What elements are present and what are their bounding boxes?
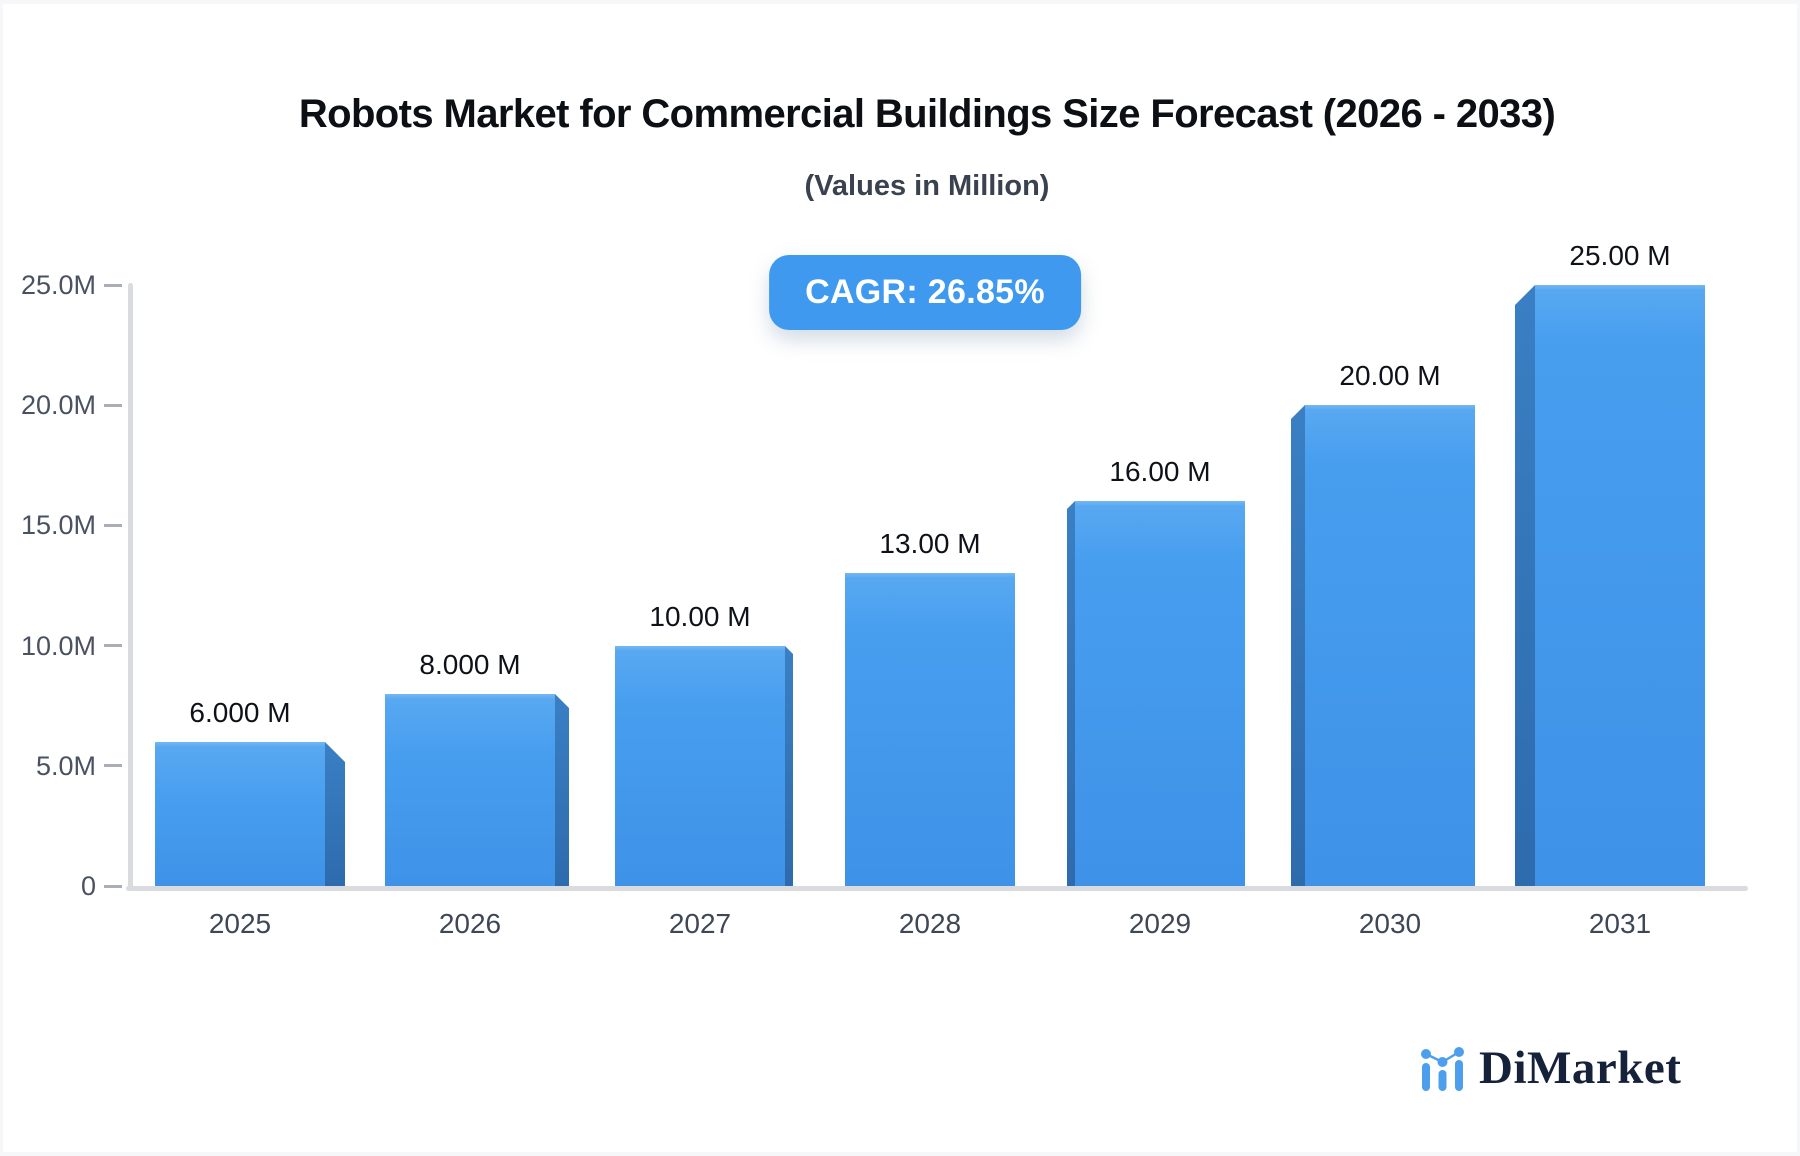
- bar-side-face: [785, 646, 793, 886]
- bar-front-face: [1075, 501, 1245, 886]
- x-axis-line: [126, 886, 1748, 891]
- y-tick-label: 0: [80, 871, 96, 901]
- y-tick-label: 5.0M: [35, 750, 96, 781]
- x-axis-label: 2027: [668, 908, 732, 939]
- bar-side-face: [1515, 285, 1535, 886]
- x-axis-label: 2028: [898, 908, 962, 939]
- chart-subtitle: (Values in Million): [804, 170, 1050, 202]
- logo-text: DiMarket: [1479, 1042, 1682, 1094]
- bar-2028[interactable]: [845, 573, 1015, 886]
- bar-value-label: 25.00 M: [1569, 240, 1671, 271]
- bar-front-face: [1535, 285, 1705, 886]
- y-tick-dash: [104, 403, 122, 407]
- y-tick-dash: [104, 764, 122, 768]
- bar-line-chart-icon: [1420, 1044, 1466, 1092]
- bar-value-label: 16.00 M: [1109, 456, 1211, 487]
- bar-value-label: 6.000 M: [189, 697, 291, 728]
- bar-side-face: [1291, 405, 1305, 886]
- bar-side-face: [325, 742, 345, 886]
- brand-logo[interactable]: DiMarket: [1420, 1042, 1681, 1094]
- x-axis-label: 2026: [438, 908, 502, 939]
- bar-2025[interactable]: [155, 742, 345, 886]
- y-tick-label: 25.0M: [20, 270, 96, 300]
- bar-2027[interactable]: [615, 646, 793, 886]
- bar-front-face: [385, 694, 555, 886]
- bar-front-face: [845, 573, 1015, 886]
- y-tick-dash: [104, 644, 122, 648]
- bar-value-label: 20.00 M: [1339, 360, 1441, 391]
- y-tick-dash: [104, 283, 122, 287]
- y-tick-dash: [104, 884, 122, 888]
- x-axis-label: 2031: [1588, 908, 1652, 939]
- bar-side-face: [1067, 501, 1075, 886]
- y-tick-label: 10.0M: [20, 630, 96, 661]
- bar-2026[interactable]: [385, 694, 569, 886]
- x-axis-label: 2025: [208, 908, 272, 939]
- bar-2031[interactable]: [1515, 285, 1705, 886]
- chart-title: Robots Market for Commercial Buildings S…: [298, 92, 1556, 136]
- y-tick-label: 20.0M: [20, 390, 96, 421]
- x-axis-label: 2029: [1128, 908, 1192, 939]
- bar-value-label: 13.00 M: [879, 528, 981, 559]
- bar-2029[interactable]: [1067, 501, 1245, 886]
- x-axis-label: 2030: [1358, 908, 1422, 939]
- cagr-badge: CAGR: 26.85%: [769, 255, 1081, 330]
- bar-value-label: 8.000 M: [419, 649, 521, 680]
- bar-front-face: [615, 646, 785, 886]
- bar-2030[interactable]: [1291, 405, 1475, 886]
- bar-front-face: [1305, 405, 1475, 886]
- bar-front-face: [155, 742, 325, 886]
- y-axis-line: [128, 283, 133, 891]
- y-tick-label: 15.0M: [20, 510, 96, 541]
- y-tick-dash: [104, 523, 122, 527]
- bar-value-label: 10.00 M: [649, 601, 751, 632]
- bar-side-face: [555, 694, 569, 886]
